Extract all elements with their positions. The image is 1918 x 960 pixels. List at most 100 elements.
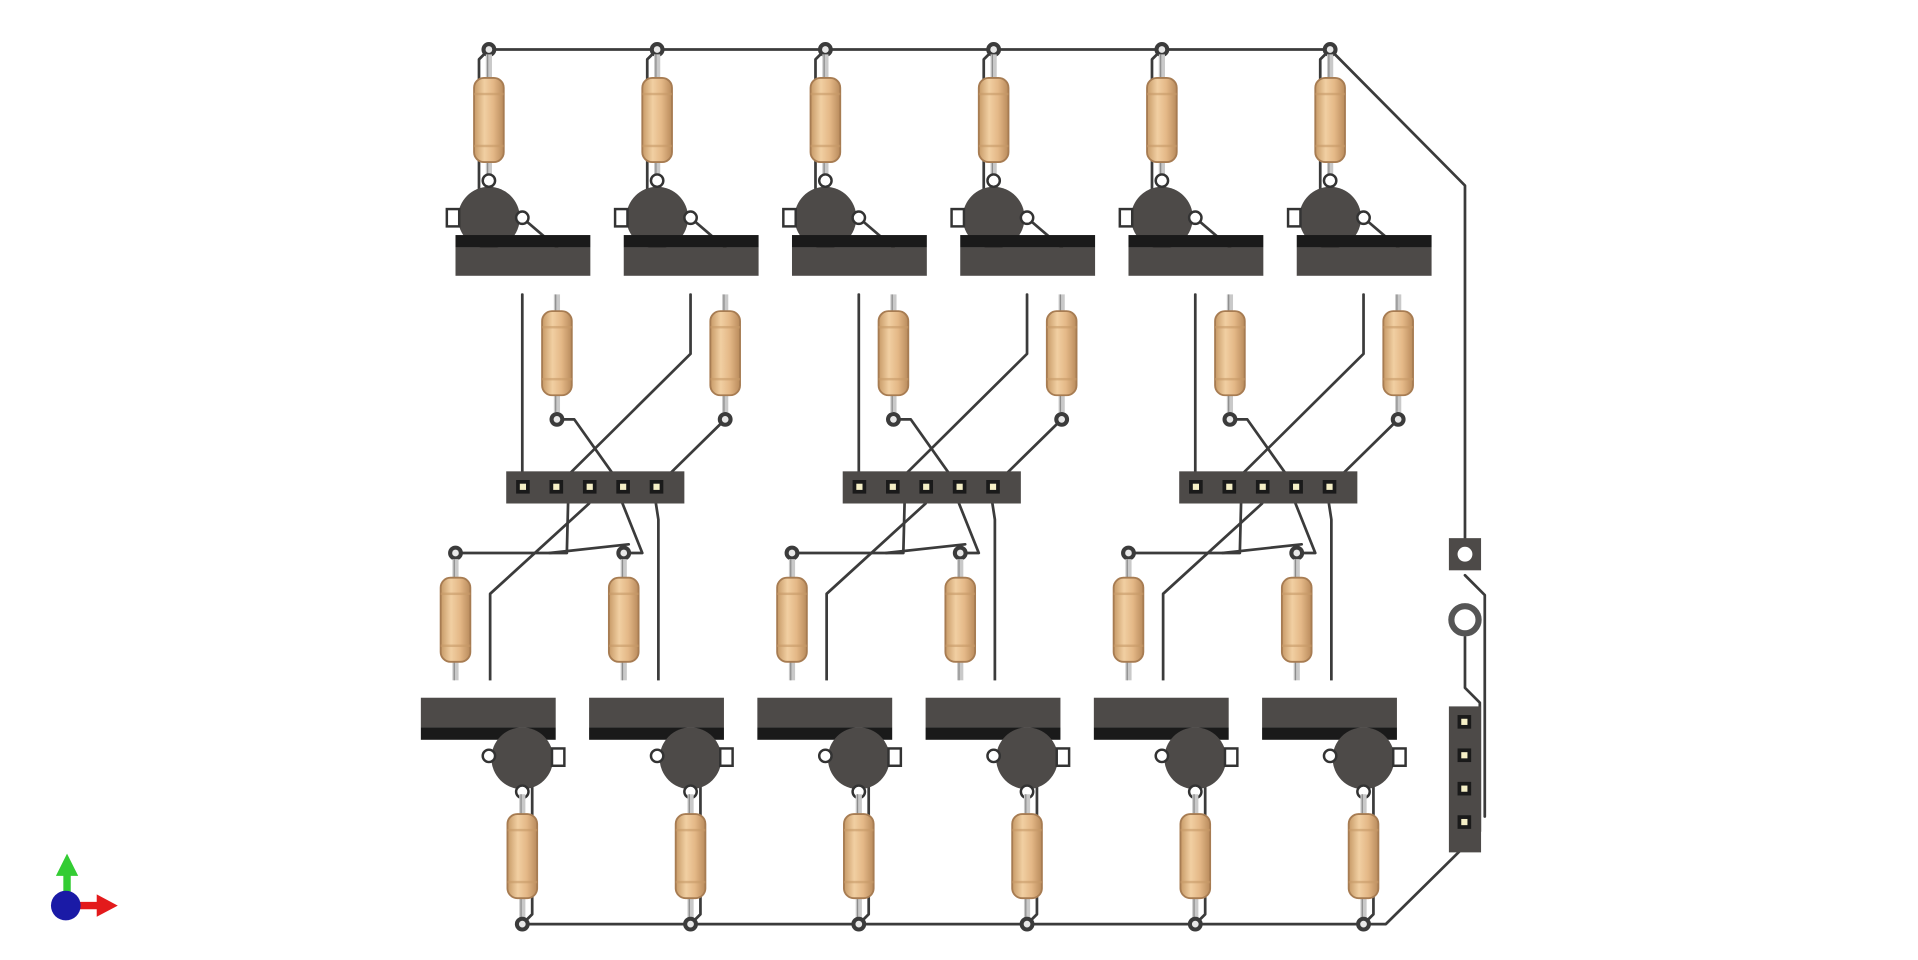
transistor-tab <box>719 747 734 768</box>
resistor-body <box>1280 576 1313 663</box>
transistor-tab <box>1286 207 1302 228</box>
through-hole-pad <box>1289 545 1305 561</box>
trace <box>488 502 591 682</box>
transistor-tab <box>1118 207 1134 228</box>
lower-transistor <box>589 680 734 800</box>
y-axis-arrow-head-icon <box>55 853 79 876</box>
trace <box>654 502 660 682</box>
resistor-body <box>473 77 505 163</box>
heatsink-block <box>589 697 724 728</box>
heatsink-edge <box>455 235 591 248</box>
upper-transistor <box>1286 173 1432 294</box>
through-hole-pad <box>481 42 497 57</box>
trace <box>890 293 1029 489</box>
transistor-body <box>962 186 1025 249</box>
trace <box>825 502 927 682</box>
resistor <box>473 54 505 186</box>
resistor-body <box>944 576 977 663</box>
heatsink-block <box>1128 247 1264 276</box>
heatsink-block <box>455 247 591 276</box>
resistor <box>944 559 977 681</box>
trace <box>1463 573 1487 818</box>
heatsink-block <box>925 697 1061 728</box>
components-layer <box>420 42 1482 932</box>
resistor-body <box>439 576 472 663</box>
transistor-tab <box>445 207 461 228</box>
transistor-body <box>1164 727 1227 790</box>
heatsink-block <box>623 247 759 276</box>
transistor-tab <box>950 207 966 228</box>
transistor-body <box>457 186 520 249</box>
resistor-body <box>709 310 741 397</box>
through-hole-pad <box>616 545 632 561</box>
resistor <box>506 794 539 918</box>
heatsink-block <box>420 697 556 728</box>
resistor <box>709 294 741 412</box>
resistor <box>641 54 673 186</box>
resistor-body <box>1214 310 1246 397</box>
through-hole-pad <box>1390 411 1406 427</box>
resistor <box>1314 54 1346 186</box>
resistor <box>809 54 842 186</box>
heatsink-block <box>960 247 1096 276</box>
transistor-body <box>659 727 722 790</box>
pin-header <box>1179 471 1358 504</box>
trace <box>454 502 570 555</box>
transistor-tab <box>550 747 566 768</box>
resistor <box>1011 794 1043 918</box>
resistor <box>776 559 808 681</box>
through-hole-pad <box>549 411 565 427</box>
resistor <box>674 794 707 918</box>
pin-header-vertical <box>1448 706 1482 853</box>
pin-header <box>506 471 685 504</box>
trace <box>1161 502 1264 682</box>
through-hole-pad <box>1154 42 1170 57</box>
through-hole-pad <box>1121 545 1136 561</box>
resistor <box>607 559 640 681</box>
transistor-body <box>1299 186 1362 249</box>
mounting-ring <box>1448 603 1482 637</box>
through-hole-pad <box>952 545 968 561</box>
through-hole-pad <box>817 42 833 57</box>
trace <box>1127 502 1243 555</box>
resistor <box>877 294 910 412</box>
square-pad <box>1448 538 1482 571</box>
heatsink-edge <box>1296 235 1432 248</box>
transistor-body <box>827 727 890 790</box>
transistor-tab <box>1223 747 1239 768</box>
resistor-body <box>674 813 707 900</box>
resistor <box>1179 794 1212 918</box>
z-axis-origin-icon <box>50 890 81 921</box>
heatsink-block <box>1093 697 1229 728</box>
transistor-tab <box>1391 747 1407 768</box>
resistor <box>1280 559 1313 681</box>
resistor-body <box>607 576 640 663</box>
resistor <box>1146 54 1178 186</box>
resistor-body <box>1011 813 1043 900</box>
resistor-body <box>641 77 673 163</box>
lower-transistor <box>420 680 566 800</box>
heatsink-edge <box>623 235 759 248</box>
through-hole-pad <box>784 545 800 561</box>
trace <box>1227 293 1365 489</box>
through-hole-pad <box>986 42 1002 57</box>
resistor <box>439 559 472 681</box>
resistor-body <box>1045 310 1078 397</box>
lower-transistor <box>925 680 1071 800</box>
trace <box>991 502 997 682</box>
x-axis-arrow-head-icon <box>96 894 118 917</box>
through-hole-pad <box>717 411 733 427</box>
trace <box>487 48 1467 540</box>
resistor-body <box>1146 77 1178 163</box>
transistor-body <box>794 186 857 249</box>
resistor-body <box>1382 310 1414 397</box>
trace <box>520 635 1482 926</box>
transistor-tab <box>782 207 797 228</box>
transistor-body <box>996 727 1058 790</box>
resistor-body <box>541 310 573 397</box>
upper-transistor <box>782 173 927 294</box>
through-hole-pad <box>851 916 867 932</box>
through-hole-pad <box>1019 916 1035 932</box>
resistor-body <box>977 77 1010 163</box>
